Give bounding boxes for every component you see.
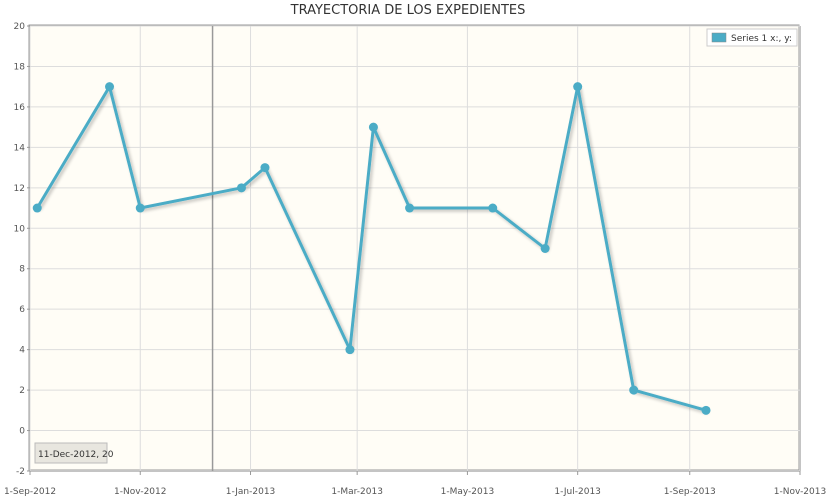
data-point[interactable] [540, 244, 550, 253]
y-tick-label: 2 [19, 386, 25, 396]
x-tick-label: 1-Nov-2012 [114, 487, 166, 497]
y-tick-label: 8 [19, 265, 25, 275]
data-point[interactable] [345, 345, 355, 355]
data-point[interactable] [701, 405, 711, 415]
y-tick-label: 12 [14, 184, 25, 194]
x-tick-label: 1-Mar-2013 [331, 487, 383, 497]
grid-lines [29, 25, 801, 472]
data-point[interactable] [236, 183, 246, 193]
legend-swatch [711, 32, 727, 43]
y-tick-label: 0 [19, 427, 25, 437]
cursor-readout-box [34, 442, 108, 464]
y-tick-label: 6 [19, 305, 25, 315]
y-tick-label: 10 [14, 224, 26, 234]
y-tick-label: -2 [16, 467, 25, 477]
y-tick-label: 18 [14, 62, 26, 72]
data-point[interactable] [260, 163, 270, 173]
data-point[interactable] [135, 203, 145, 213]
x-tick-label: 1-May-2013 [441, 487, 495, 497]
data-point[interactable] [405, 203, 415, 213]
cursor-layer: 11-Dec-2012, 20 [34, 26, 214, 471]
data-point[interactable] [368, 122, 378, 132]
plot-area [28, 24, 800, 471]
legend-box [706, 28, 798, 47]
y-tick-label: 20 [14, 22, 26, 32]
y-tick-label: 4 [19, 346, 25, 356]
x-tick-label: 1-Jul-2013 [554, 487, 601, 497]
data-point[interactable] [488, 203, 498, 213]
y-tick-label: 14 [14, 143, 26, 153]
legend-label: Series 1 x:, y: [731, 34, 792, 44]
axis-tick-labels: -2 0 2 4 6 8 10 12 14 16 18 20 1-Sep-2012 1-Nov-2012 1… [4, 22, 826, 497]
legend: Series 1 x:, y: [706, 28, 798, 47]
series-layer [32, 82, 711, 415]
chart-title: TRAYECTORIA DE LOS EXPEDIENTES [290, 3, 526, 18]
x-tick-label: 1-Nov-2013 [774, 487, 826, 497]
data-point[interactable] [629, 385, 639, 395]
x-tick-label: 1-Sep-2012 [4, 487, 56, 497]
data-point[interactable] [573, 82, 583, 92]
x-tick-label: 1-Jan-2013 [226, 487, 276, 497]
x-tick-label: 1-Sep-2013 [664, 487, 716, 497]
cursor-readout: 11-Dec-2012, 20 [38, 450, 114, 460]
data-point[interactable] [105, 82, 115, 92]
y-tick-label: 16 [14, 103, 26, 113]
data-point[interactable] [32, 203, 42, 213]
